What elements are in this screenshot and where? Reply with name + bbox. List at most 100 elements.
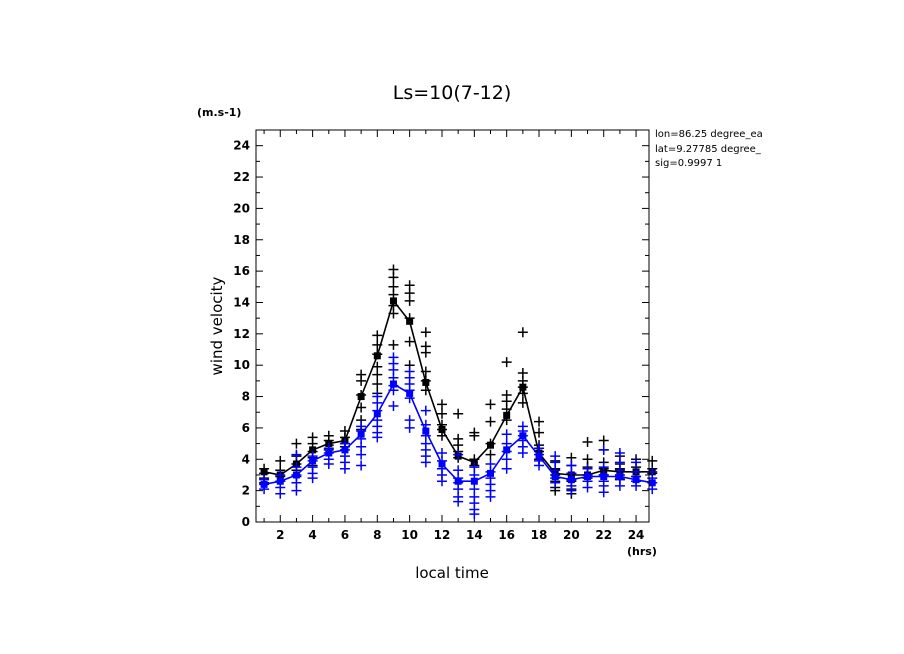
info-lat: lat=9.27785 degree_ [655,144,762,155]
data-point [420,327,431,338]
data-point [259,484,270,495]
data-point [356,449,367,460]
data-point [534,427,545,438]
data-point [453,449,464,460]
x-tick-label: 8 [373,528,381,542]
data-point [453,408,464,419]
data-point [372,405,383,416]
x-tick-label: 18 [531,528,548,542]
data-point [436,399,447,410]
data-point [614,448,625,459]
data-point [469,430,480,441]
series-1 [259,352,658,520]
data-point [404,336,415,347]
data-point [485,438,496,449]
data-point [388,308,399,319]
data-point [291,449,302,460]
series-0 [259,264,658,499]
y-tick-label: 8 [242,390,250,404]
data-point [501,454,512,465]
y-tick-label: 20 [233,201,250,215]
data-point [582,437,593,448]
data-point [372,349,383,360]
data-point [453,496,464,507]
data-point [485,449,496,460]
y-tick-label: 6 [242,421,250,435]
y-tick-label: 16 [233,264,250,278]
data-point [501,415,512,426]
x-axis-label: local time [415,564,489,582]
data-point [404,313,415,324]
data-marks [259,264,658,520]
x-tick-label: 6 [341,528,349,542]
data-point [436,476,447,487]
data-point [275,455,286,466]
data-point [388,400,399,411]
data-point [420,457,431,468]
data-point [388,272,399,283]
data-point [501,357,512,368]
y-tick-label: 14 [233,295,250,309]
data-point [420,405,431,416]
data-point [404,393,415,404]
data-point [420,419,431,430]
y-tick-label: 0 [242,515,250,529]
y-tick-label: 2 [242,484,250,498]
data-point [388,339,399,350]
info-lon: lon=86.25 degree_ea [655,129,763,140]
y-tick-label: 4 [242,452,250,466]
data-point [420,375,431,386]
x-tick-label: 14 [466,528,483,542]
data-point [598,435,609,446]
data-point [356,389,367,400]
data-point [420,385,431,396]
data-point [388,385,399,396]
y-tick-label: 10 [233,358,250,372]
data-point [517,397,528,408]
data-point [404,422,415,433]
data-point [356,402,367,413]
data-point [291,485,302,496]
data-point [582,482,593,493]
x-tick-label: 12 [434,528,451,542]
chart-title: Ls=10(7-12) [393,82,512,104]
data-point [420,366,431,377]
data-point [501,404,512,415]
data-point [469,509,480,520]
y-tick-label: 12 [233,327,250,341]
data-point [356,460,367,471]
data-point [517,388,528,399]
info-sig: sig=0.9997 1 [655,158,722,169]
data-point [631,480,642,491]
data-point [485,491,496,502]
x-tick-label: 22 [595,528,612,542]
x-tick-label: 24 [628,528,645,542]
data-point [339,463,350,474]
x-tick-label: 10 [401,528,418,542]
x-tick-label: 2 [276,528,284,542]
data-point [534,416,545,427]
data-point [631,457,642,468]
x-tick-label: 16 [498,528,515,542]
data-point [485,416,496,427]
data-point [598,444,609,455]
data-point [485,399,496,410]
data-point [517,327,528,338]
data-point [517,448,528,459]
x-tick-label: 4 [308,528,316,542]
data-point [372,369,383,380]
data-point [420,347,431,358]
data-point [356,375,367,386]
data-point [372,432,383,443]
data-point [501,429,512,440]
data-point [307,473,318,484]
data-point [614,480,625,491]
data-point [291,438,302,449]
data-point [372,379,383,390]
mean-marker [470,477,478,485]
data-point [501,463,512,474]
data-point [323,458,334,469]
y-axis-label: wind velocity [208,276,226,375]
